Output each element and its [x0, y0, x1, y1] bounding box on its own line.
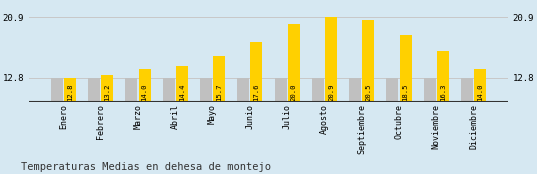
Text: 17.6: 17.6: [253, 84, 259, 101]
Text: 14.0: 14.0: [142, 84, 148, 101]
Bar: [88, 78, 100, 102]
Bar: [64, 78, 76, 102]
Bar: [237, 78, 249, 102]
Bar: [163, 78, 175, 102]
Text: 12.8: 12.8: [67, 84, 73, 101]
Bar: [474, 69, 486, 102]
Bar: [250, 42, 263, 102]
Bar: [437, 52, 449, 102]
Bar: [274, 78, 287, 102]
Bar: [288, 24, 300, 102]
Bar: [139, 69, 150, 102]
Text: 20.5: 20.5: [365, 84, 371, 101]
Text: 20.9: 20.9: [328, 84, 334, 101]
Bar: [101, 75, 113, 102]
Bar: [176, 66, 188, 102]
Text: 16.3: 16.3: [440, 84, 446, 101]
Bar: [349, 78, 361, 102]
Bar: [424, 78, 436, 102]
Bar: [200, 78, 212, 102]
Bar: [325, 17, 337, 102]
Bar: [213, 56, 225, 102]
Bar: [312, 78, 324, 102]
Bar: [362, 20, 374, 102]
Text: 14.4: 14.4: [179, 84, 185, 101]
Bar: [387, 78, 398, 102]
Bar: [126, 78, 137, 102]
Text: 20.0: 20.0: [291, 84, 297, 101]
Bar: [51, 78, 63, 102]
Bar: [461, 78, 473, 102]
Text: Temperaturas Medias en dehesa de montejo: Temperaturas Medias en dehesa de montejo: [21, 162, 272, 172]
Text: 13.2: 13.2: [104, 84, 110, 101]
Text: 14.0: 14.0: [477, 84, 483, 101]
Bar: [400, 35, 411, 102]
Text: 18.5: 18.5: [403, 84, 409, 101]
Text: 15.7: 15.7: [216, 84, 222, 101]
